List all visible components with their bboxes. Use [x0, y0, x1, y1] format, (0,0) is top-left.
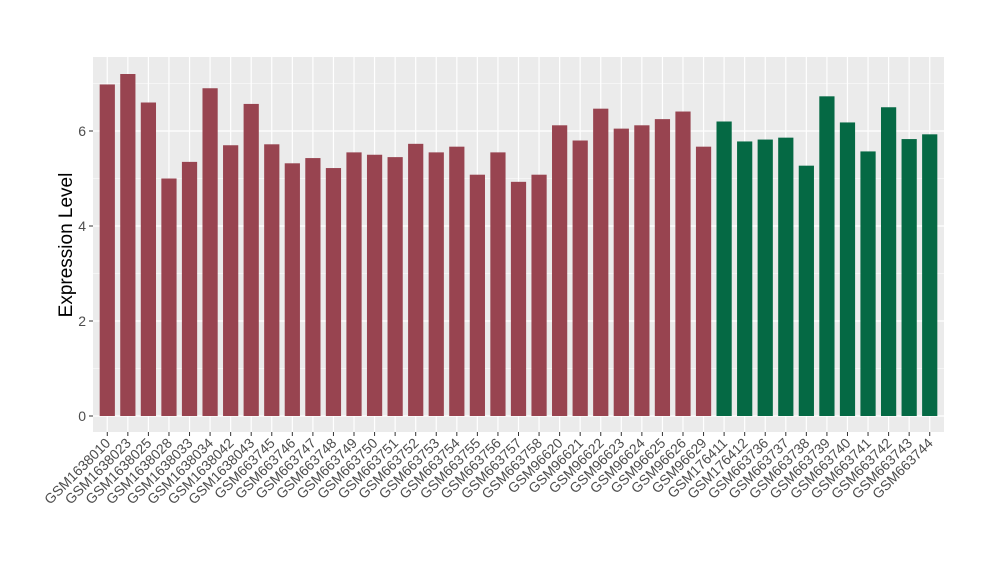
bar-GSM96624	[634, 125, 650, 417]
x-axis: GSM1638010GSM1638023GSM1638025GSM1638028…	[41, 432, 936, 507]
bar-GSM663755	[469, 174, 485, 416]
bar-GSM663742	[880, 107, 897, 416]
bar-GSM663756	[490, 152, 506, 416]
bar-GSM1638028	[161, 178, 177, 416]
bar-GSM663743	[901, 139, 917, 416]
bar-GSM663739	[819, 96, 835, 416]
bar-GSM663746	[284, 163, 300, 416]
bar-GSM663757	[510, 181, 527, 416]
bar-GSM663740	[839, 122, 856, 416]
bar-GSM96622	[593, 108, 609, 417]
bar-GSM663741	[860, 151, 876, 417]
bar-GSM96626	[675, 111, 691, 417]
bar-GSM176412	[737, 141, 753, 416]
y-tick-label: 0	[78, 408, 86, 424]
bar-GSM96629	[695, 146, 712, 417]
bar-GSM176411	[716, 121, 732, 416]
bar-GSM663753	[428, 152, 444, 416]
bar-GSM1638043	[243, 103, 259, 417]
y-axis: 0 2 4 6	[78, 123, 93, 424]
bar-GSM1638034	[202, 88, 218, 416]
bar-GSM96620	[552, 125, 568, 417]
bar-GSM663737	[778, 137, 794, 416]
bar-GSM663749	[346, 152, 362, 416]
bar-GSM663736	[757, 139, 773, 417]
bar-GSM1638010	[99, 84, 115, 416]
bar-GSM663752	[408, 143, 424, 416]
bar-GSM1638025	[140, 102, 157, 416]
bar-GSM1638042	[223, 145, 239, 416]
bar-GSM1638033	[181, 161, 198, 416]
y-tick-label: 6	[78, 123, 86, 139]
bar-GSM663751	[387, 157, 403, 416]
bar-GSM663745	[264, 144, 280, 417]
bar-GSM663738	[798, 165, 814, 416]
bar-GSM96621	[572, 140, 588, 416]
y-tick-label: 4	[78, 218, 86, 234]
bar-GSM663750	[366, 154, 383, 416]
bar-GSM663747	[305, 158, 321, 416]
bar-GSM663754	[449, 146, 465, 417]
bar-GSM663748	[325, 168, 342, 416]
bar-GSM663744	[922, 134, 938, 416]
bar-GSM96623	[613, 128, 629, 416]
y-axis-label: Expression Level	[56, 173, 77, 318]
bar-GSM663758	[531, 174, 547, 416]
bars	[99, 74, 938, 417]
y-tick-label: 2	[78, 313, 86, 329]
bar-GSM96625	[654, 119, 671, 416]
bar-GSM1638023	[120, 74, 136, 416]
